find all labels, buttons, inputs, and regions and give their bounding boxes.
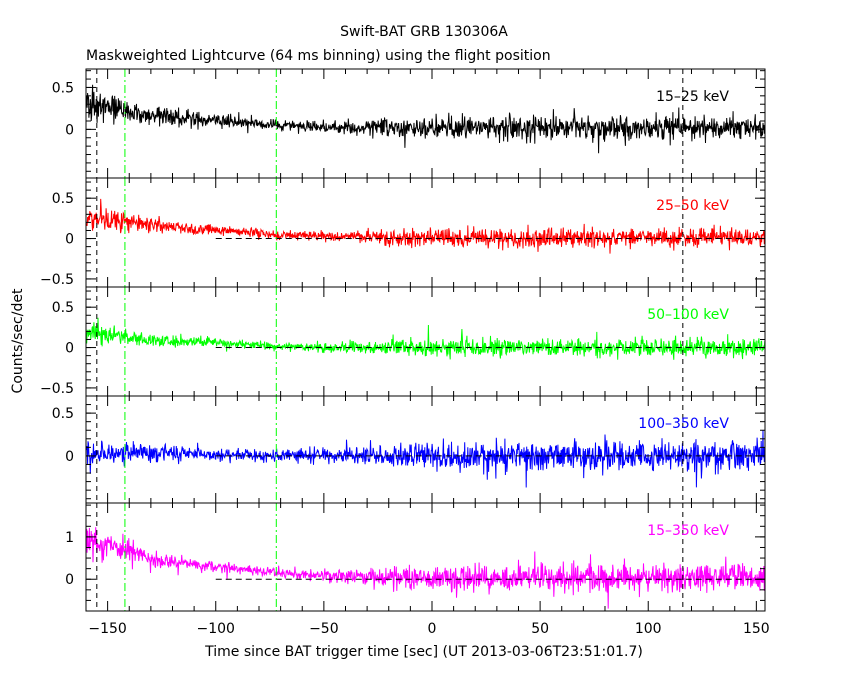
y-tick-label: 0.5 bbox=[52, 191, 74, 207]
x-tick-label: 150 bbox=[743, 621, 770, 637]
y-tick-label: 0.5 bbox=[52, 406, 74, 422]
series-line-15-350-kev bbox=[86, 527, 765, 609]
y-tick-label: 0 bbox=[65, 232, 74, 248]
y-tick-label: 0.5 bbox=[52, 80, 74, 96]
x-tick-label: −100 bbox=[197, 621, 235, 637]
panel-5-energy-label: 15–350 keV bbox=[647, 523, 729, 539]
y-tick-label: −0.5 bbox=[40, 272, 74, 288]
panel-4-plot-area bbox=[86, 396, 765, 503]
y-axis-label: Counts/sec/det bbox=[10, 288, 26, 393]
panel-3-plot-area bbox=[86, 287, 765, 396]
chart-title: Swift-BAT GRB 130306A bbox=[340, 24, 508, 40]
panel-2-plot-area bbox=[86, 178, 765, 287]
y-tick-label: 0 bbox=[65, 341, 74, 357]
y-tick-label: −0.5 bbox=[40, 381, 74, 397]
series-line-15-25-kev bbox=[86, 84, 765, 154]
panels-group: 0 0.5 15–25 keV −0.5 0 0.5 25–50 keV −0.5 0 0.5 50… bbox=[40, 68, 770, 637]
x-tick-label: −150 bbox=[88, 621, 126, 637]
chart-subtitle: Maskweighted Lightcurve (64 ms binning) … bbox=[86, 48, 551, 64]
y-tick-label: 0 bbox=[65, 449, 74, 465]
panel-1-plot-area bbox=[86, 69, 765, 178]
series-line-25-50-kev bbox=[86, 198, 765, 254]
panel-5-plot-area bbox=[86, 503, 765, 611]
y-tick-label: 0.5 bbox=[52, 300, 74, 316]
x-tick-label: 0 bbox=[428, 621, 437, 637]
panel-1-energy-label: 15–25 keV bbox=[656, 89, 729, 105]
panel-2-energy-label: 25–50 keV bbox=[656, 198, 729, 214]
y-tick-label: 0 bbox=[65, 122, 74, 138]
panel-frame bbox=[85, 502, 766, 612]
panel-frame bbox=[85, 286, 766, 397]
x-tick-label: 100 bbox=[635, 621, 662, 637]
panel-4-energy-label: 100–350 keV bbox=[638, 416, 729, 432]
y-tick-label: 1 bbox=[65, 530, 74, 546]
x-tick-label: 50 bbox=[531, 621, 549, 637]
x-tick-label: −50 bbox=[309, 621, 339, 637]
panel-frame bbox=[85, 395, 766, 504]
series-line-100-350-kev bbox=[86, 430, 765, 488]
y-tick-label: 0 bbox=[65, 572, 74, 588]
x-axis-label: Time since BAT trigger time [sec] (UT 20… bbox=[204, 644, 643, 660]
series-line-50-100-kev bbox=[86, 317, 765, 360]
panel-3-energy-label: 50–100 keV bbox=[647, 307, 729, 323]
panel-frame bbox=[85, 68, 766, 179]
